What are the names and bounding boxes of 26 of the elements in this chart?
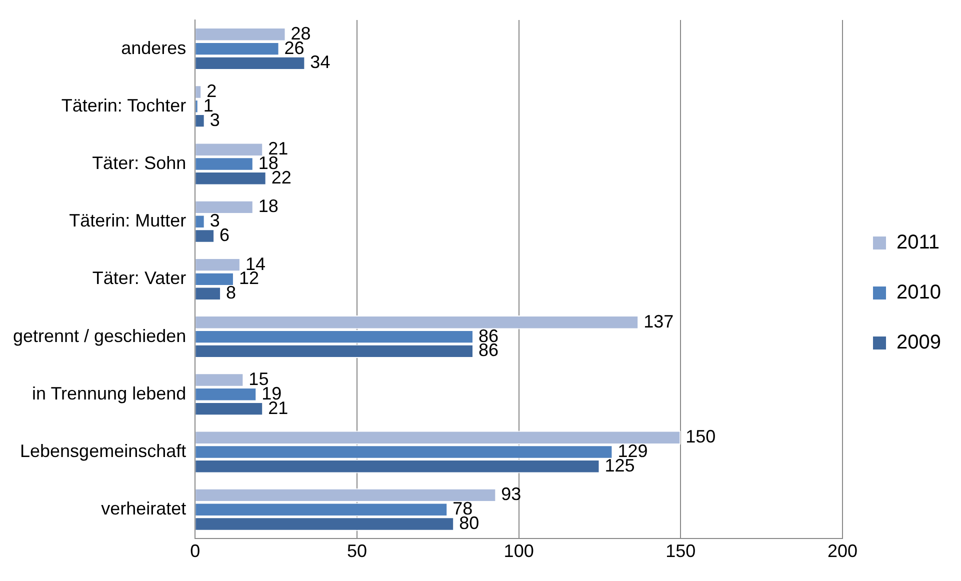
y-tick-label: Täter: Sohn bbox=[92, 152, 186, 173]
data-label: 3 bbox=[210, 210, 220, 231]
data-label: 150 bbox=[686, 426, 716, 447]
x-tick-label: 150 bbox=[666, 541, 696, 562]
y-tick-label: Täterin: Tochter bbox=[61, 95, 186, 116]
y-tick-label: verheiratet bbox=[101, 498, 186, 519]
data-label: 8 bbox=[226, 282, 236, 303]
x-tick-label: 200 bbox=[827, 541, 858, 562]
data-label: 18 bbox=[258, 196, 278, 216]
y-tick-label: getrennt / geschieden bbox=[12, 326, 186, 346]
legend-label: 2009 bbox=[896, 332, 942, 354]
y-tick-label: Lebensgemeinschaft bbox=[20, 440, 186, 461]
y-tick-label: Täterin: Mutter bbox=[69, 210, 186, 231]
data-label: 93 bbox=[501, 484, 522, 504]
data-label: 34 bbox=[310, 52, 330, 72]
x-tick-label: 0 bbox=[190, 541, 200, 562]
legend-label: 2010 bbox=[896, 282, 942, 304]
y-tick-label: Täter: Vater bbox=[92, 268, 186, 288]
legend-label: 2011 bbox=[896, 232, 940, 254]
data-label: 137 bbox=[644, 311, 674, 332]
data-label: 6 bbox=[220, 224, 230, 245]
y-tick-label: in Trennung lebend bbox=[32, 383, 186, 404]
data-label: 3 bbox=[210, 110, 220, 130]
x-tick-label: 50 bbox=[346, 541, 367, 562]
y-tick-label: anderes bbox=[121, 38, 186, 58]
x-tick-label: 100 bbox=[504, 541, 534, 562]
